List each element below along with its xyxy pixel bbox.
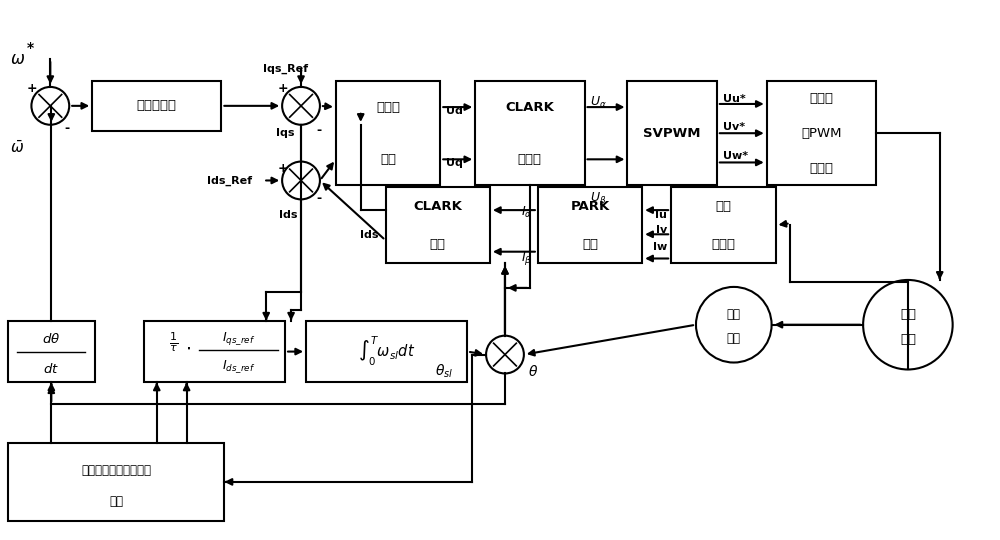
Text: $I_\alpha$: $I_\alpha$ [521,205,532,220]
Text: $\theta_{sl}$: $\theta_{sl}$ [435,363,454,380]
FancyBboxPatch shape [336,81,440,185]
Text: 制器: 制器 [380,153,396,166]
Circle shape [863,280,953,369]
Text: Uu*: Uu* [723,94,746,104]
Text: Iv: Iv [656,225,667,235]
FancyBboxPatch shape [538,187,642,263]
Text: +: + [278,162,288,175]
Text: Iqs_Ref: Iqs_Ref [263,64,308,74]
Text: CLARK: CLARK [505,100,554,113]
Text: Ud: Ud [446,106,463,116]
Text: +: + [278,83,288,96]
FancyBboxPatch shape [306,321,467,382]
FancyBboxPatch shape [767,81,876,185]
Text: 电压可: 电压可 [809,92,833,105]
Text: CLARK: CLARK [413,200,462,213]
Text: $\cdot$: $\cdot$ [185,339,191,358]
Text: Iu: Iu [655,210,667,220]
Text: $dt$: $dt$ [43,362,59,376]
Circle shape [486,336,524,374]
Text: 感应: 感应 [900,308,916,321]
FancyBboxPatch shape [144,321,285,382]
FancyBboxPatch shape [8,443,224,521]
Text: Iw: Iw [653,242,667,252]
Text: Ids_Ref: Ids_Ref [207,176,252,186]
Text: $\omega$: $\omega$ [10,50,25,68]
Text: +: + [27,83,38,96]
Text: 逆变器: 逆变器 [809,161,833,174]
Text: 逆变换: 逆变换 [518,153,542,166]
Text: -: - [316,192,321,205]
FancyBboxPatch shape [92,81,221,131]
FancyBboxPatch shape [8,321,95,382]
Text: $U_\beta$: $U_\beta$ [590,190,606,207]
FancyBboxPatch shape [386,187,490,263]
Text: $I_{ds\_ref}$: $I_{ds\_ref}$ [222,359,255,375]
Text: 光电: 光电 [727,308,741,321]
Text: Uv*: Uv* [723,122,745,132]
Text: 传感器: 传感器 [711,238,735,251]
Text: 控PWM: 控PWM [801,127,842,140]
Text: 变换: 变换 [430,238,446,251]
Circle shape [31,87,69,125]
FancyBboxPatch shape [627,81,717,185]
Text: *: * [27,41,34,55]
FancyBboxPatch shape [475,81,585,185]
Text: Ids: Ids [360,230,379,240]
Text: Uq: Uq [446,158,463,167]
Text: 变换: 变换 [582,238,598,251]
Text: 电机: 电机 [900,333,916,346]
Text: PARK: PARK [570,200,610,213]
Circle shape [282,87,320,125]
Text: $\theta$: $\theta$ [528,364,538,379]
Text: Uw*: Uw* [723,151,748,160]
Text: Ids: Ids [279,210,298,220]
Text: 转子时间常数自动辨识: 转子时间常数自动辨识 [81,464,151,477]
Text: -: - [65,122,70,135]
Text: 电流: 电流 [715,200,731,213]
Text: $I_{qs\_ref}$: $I_{qs\_ref}$ [222,329,255,347]
Text: -: - [316,124,321,137]
Circle shape [696,287,772,362]
Text: 码盘: 码盘 [727,332,741,345]
Text: $\frac{1}{\tau}$: $\frac{1}{\tau}$ [169,330,178,354]
Text: 电流控: 电流控 [376,100,400,113]
Text: $U_\alpha$: $U_\alpha$ [590,96,606,110]
Circle shape [282,161,320,199]
Text: $d\theta$: $d\theta$ [42,332,60,346]
Text: 模块: 模块 [109,495,123,508]
Text: 速度控制器: 速度控制器 [137,99,177,112]
Text: Iqs: Iqs [276,127,295,138]
Text: $\int_0^T \omega_{sl}dt$: $\int_0^T \omega_{sl}dt$ [358,335,415,368]
Text: $I_\beta$: $I_\beta$ [521,249,532,267]
Text: $\bar{\omega}$: $\bar{\omega}$ [10,139,25,156]
Text: SVPWM: SVPWM [643,127,701,140]
FancyBboxPatch shape [671,187,776,263]
